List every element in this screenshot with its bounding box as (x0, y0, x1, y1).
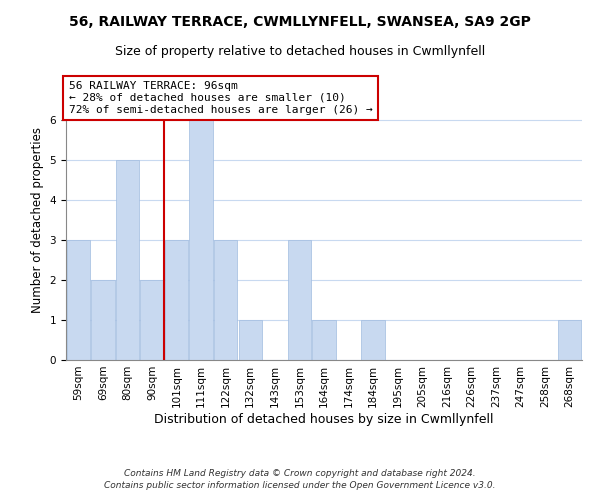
Bar (165, 240, 188, 360)
Bar (214, 240, 238, 360)
Bar (67, 240, 90, 360)
Bar (239, 320, 262, 360)
X-axis label: Distribution of detached houses by size in Cwmllynfell: Distribution of detached houses by size … (154, 412, 494, 426)
Text: 56 RAILWAY TERRACE: 96sqm
← 28% of detached houses are smaller (10)
72% of semi-: 56 RAILWAY TERRACE: 96sqm ← 28% of detac… (68, 82, 373, 114)
Bar (313, 320, 335, 360)
Bar (91, 280, 115, 360)
Bar (361, 320, 385, 360)
Text: Size of property relative to detached houses in Cwmllynfell: Size of property relative to detached ho… (115, 45, 485, 58)
Y-axis label: Number of detached properties: Number of detached properties (31, 127, 44, 313)
Text: 56, RAILWAY TERRACE, CWMLLYNFELL, SWANSEA, SA9 2GP: 56, RAILWAY TERRACE, CWMLLYNFELL, SWANSE… (69, 15, 531, 29)
Bar (140, 280, 164, 360)
Bar (116, 160, 139, 360)
Bar (190, 120, 213, 360)
Bar (558, 320, 581, 360)
Bar (288, 240, 311, 360)
Text: Contains HM Land Registry data © Crown copyright and database right 2024.
Contai: Contains HM Land Registry data © Crown c… (104, 468, 496, 490)
